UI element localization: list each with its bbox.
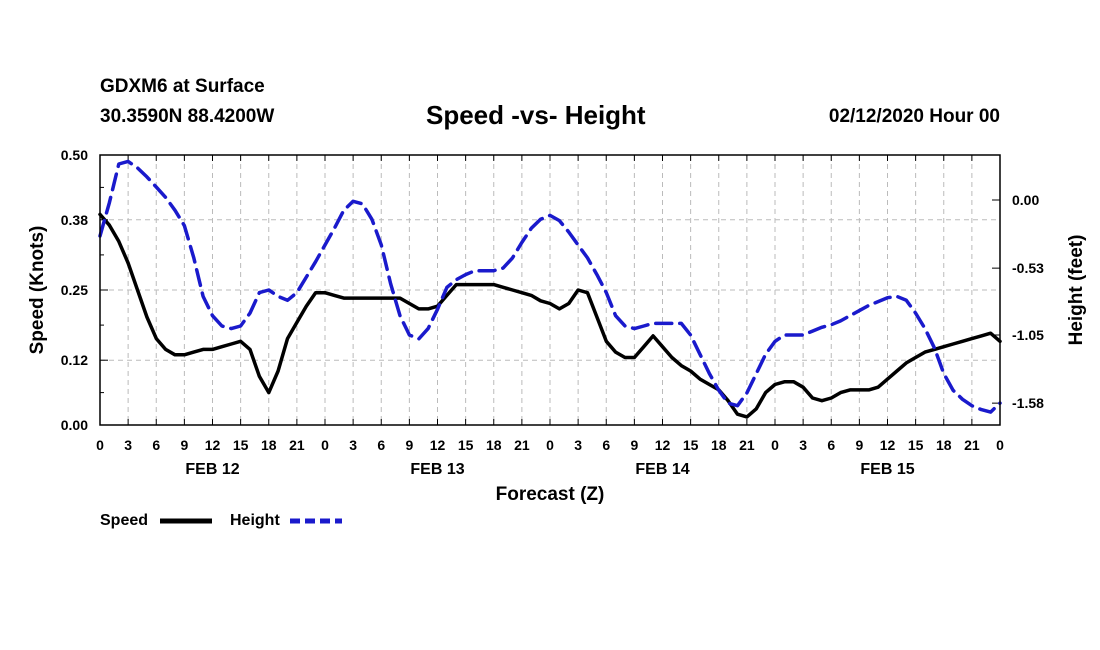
x-tick-label: 18 — [261, 437, 277, 453]
chart-title: Speed -vs- Height — [426, 100, 646, 130]
x-tick-label: 9 — [855, 437, 863, 453]
y-right-tick-label: -1.05 — [1012, 327, 1044, 343]
y-right-tick-label: 0.00 — [1012, 192, 1039, 208]
x-tick-label: 6 — [827, 437, 835, 453]
x-axis-label: Forecast (Z) — [496, 484, 605, 505]
x-tick-label: 0 — [546, 437, 554, 453]
data-series — [98, 159, 1002, 419]
x-tick-label: 6 — [602, 437, 610, 453]
x-tick-label: 0 — [321, 437, 329, 453]
x-tick-label: 15 — [683, 437, 699, 453]
x-tick-label: 15 — [908, 437, 924, 453]
y-left-tick-label: 0.25 — [61, 282, 88, 298]
x-tick-label: 6 — [377, 437, 385, 453]
x-tick-label: 9 — [180, 437, 188, 453]
x-tick-label: 18 — [711, 437, 727, 453]
date-label: FEB 13 — [410, 461, 464, 478]
x-tick-label: 0 — [996, 437, 1004, 453]
legend: Speed Height — [100, 512, 342, 529]
coordinates-label: 30.3590N 88.4200W — [100, 106, 275, 127]
axis-ticks: 0 3 6 9 12 15 18 21 0 3 6 9 12 15 18 21 0 3 6 9 12 15 18 21 0 3 6 9… — [61, 147, 1044, 478]
y-left-tick-label: 0.50 — [61, 147, 88, 163]
x-tick-label: 12 — [430, 437, 446, 453]
x-tick-label: 3 — [349, 437, 357, 453]
date-label: 02/12/2020 Hour 00 — [828, 106, 1000, 127]
height-series-line — [98, 159, 1002, 414]
grid-lines — [100, 155, 1000, 425]
date-label: FEB 14 — [635, 461, 689, 478]
x-tick-label: 18 — [936, 437, 952, 453]
x-tick-label: 12 — [880, 437, 896, 453]
x-tick-label: 21 — [739, 437, 755, 453]
x-tick-label: 0 — [771, 437, 779, 453]
x-tick-label: 6 — [152, 437, 160, 453]
legend-speed-label: Speed — [100, 512, 148, 529]
x-tick-label: 3 — [799, 437, 807, 453]
date-label: FEB 12 — [185, 461, 239, 478]
speed-series-line — [98, 212, 1002, 419]
x-tick-label: 21 — [514, 437, 530, 453]
x-tick-label: 18 — [486, 437, 502, 453]
y-right-tick-label: -1.58 — [1012, 395, 1044, 411]
x-tick-label: 9 — [405, 437, 413, 453]
plot-frame — [99, 154, 1001, 426]
x-tick-label: 21 — [964, 437, 980, 453]
legend-height-label: Height — [230, 512, 280, 529]
x-tick-label: 9 — [630, 437, 638, 453]
x-tick-label: 15 — [233, 437, 249, 453]
y-right-tick-label: -0.53 — [1012, 260, 1044, 276]
x-tick-label: 3 — [574, 437, 582, 453]
date-label: FEB 15 — [860, 461, 914, 478]
y-left-tick-label: 0.38 — [61, 212, 88, 228]
x-tick-label: 12 — [205, 437, 221, 453]
station-label: GDXM6 at Surface — [100, 76, 265, 97]
x-tick-label: 0 — [96, 437, 104, 453]
x-tick-label: 3 — [124, 437, 132, 453]
y-left-tick-label: 0.12 — [61, 352, 88, 368]
y-axis-left-label: Speed (Knots) — [27, 226, 48, 355]
x-tick-label: 15 — [458, 437, 474, 453]
y-left-tick-label: 0.00 — [61, 417, 88, 433]
x-tick-label: 12 — [655, 437, 671, 453]
y-axis-right-label: Height (feet) — [1066, 235, 1087, 346]
x-tick-label: 21 — [289, 437, 305, 453]
